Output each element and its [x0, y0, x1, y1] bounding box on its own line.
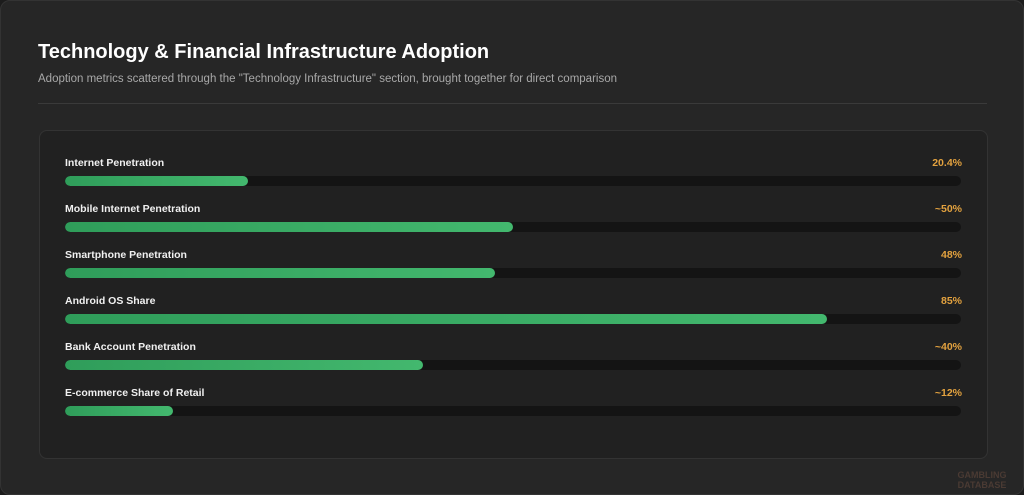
bar-label: Internet Penetration — [65, 157, 165, 169]
watermark: GAMBLING DATABASE — [957, 470, 1007, 490]
value-label: ~50% — [934, 203, 962, 215]
chart-title: Technology & Financial Infrastructure Ad… — [38, 41, 490, 63]
bar-track — [65, 222, 961, 232]
bar — [65, 314, 827, 324]
bar-track — [65, 406, 961, 416]
bar-label: Mobile Internet Penetration — [65, 203, 201, 215]
value-label: ~40% — [934, 341, 962, 353]
bar-label: Bank Account Penetration — [65, 341, 196, 353]
divider — [38, 103, 987, 104]
chart-subtitle: Adoption metrics scattered through the "… — [38, 73, 617, 85]
value-label: 20.4% — [932, 157, 962, 169]
bar — [65, 406, 173, 416]
bar-label: Smartphone Penetration — [65, 249, 187, 261]
value-label: 85% — [940, 295, 962, 307]
bar — [65, 222, 513, 232]
bar-label: E-commerce Share of Retail — [65, 387, 205, 399]
bar-track — [65, 268, 961, 278]
value-label: 48% — [940, 249, 962, 261]
bar-track — [65, 176, 961, 186]
bar — [65, 176, 248, 186]
bar-track — [65, 314, 961, 324]
bar — [65, 268, 496, 278]
value-label: ~12% — [934, 387, 962, 399]
bars-panel: Internet Penetration 20.4% Mobile Internet… — [39, 130, 988, 459]
bar-track — [65, 360, 961, 370]
bar — [65, 360, 424, 370]
bar-label: Android OS Share — [65, 295, 156, 307]
